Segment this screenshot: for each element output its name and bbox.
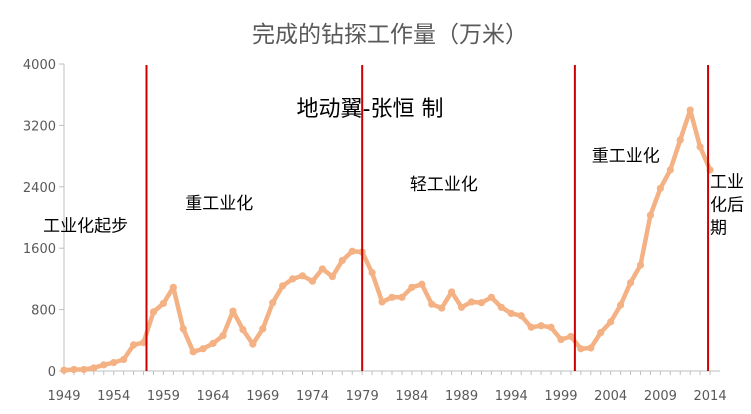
divider-layer <box>145 65 710 371</box>
data-point <box>636 261 645 269</box>
x-tick-label: 1964 <box>197 389 230 404</box>
x-tick-label: 2014 <box>694 389 727 404</box>
stage-annotation: 轻工业化 <box>410 175 478 195</box>
stage-annotation: 工业化起步 <box>43 216 128 236</box>
x-tick-label: 1969 <box>246 389 279 404</box>
data-point <box>497 303 505 311</box>
data-point <box>80 365 88 374</box>
data-point <box>110 358 118 367</box>
data-point <box>149 308 158 316</box>
data-point <box>249 340 257 348</box>
data-point <box>189 348 197 356</box>
data-point <box>567 332 575 341</box>
data-point <box>129 341 138 349</box>
data-point <box>617 301 625 309</box>
data-point <box>169 283 177 291</box>
data-point <box>646 211 655 219</box>
chart-title: 完成的钻探工作量（万米） <box>252 22 528 48</box>
data-points-layer <box>60 106 714 374</box>
data-point <box>408 283 416 291</box>
data-point <box>90 364 98 372</box>
data-point <box>597 329 605 337</box>
data-point <box>328 272 336 281</box>
data-point <box>656 184 664 192</box>
data-point <box>100 361 108 369</box>
y-tick-label: 1600 <box>23 242 56 257</box>
data-point <box>477 299 486 307</box>
stage-annotation: 工业化后期 <box>710 173 744 239</box>
stage-annotation: 重工业化 <box>592 146 660 166</box>
x-tick-label: 1979 <box>346 389 379 404</box>
data-point <box>179 325 187 333</box>
data-point <box>289 275 297 283</box>
stage-annotation: 重工业化 <box>185 194 253 214</box>
data-point <box>527 323 535 331</box>
data-point <box>259 325 267 333</box>
x-tick-label: 1989 <box>445 389 478 404</box>
data-point <box>209 339 217 347</box>
data-point <box>587 344 595 352</box>
data-point <box>537 322 545 330</box>
data-point <box>199 345 207 353</box>
data-point <box>428 300 436 308</box>
x-tick-label: 2004 <box>594 389 627 404</box>
data-point <box>686 106 694 114</box>
data-point <box>577 345 585 353</box>
data-point <box>696 143 704 151</box>
data-point <box>298 272 307 280</box>
data-point <box>269 299 277 307</box>
data-point <box>120 355 128 364</box>
data-point <box>557 335 565 344</box>
data-point <box>457 303 466 311</box>
y-tick-label: 4000 <box>23 58 56 73</box>
data-point <box>308 277 317 285</box>
y-tick-label: 2400 <box>23 181 56 196</box>
data-point <box>517 312 525 320</box>
data-point <box>438 304 446 312</box>
data-point <box>318 265 327 273</box>
data-point <box>666 166 674 174</box>
data-point <box>229 307 237 315</box>
x-tick-label: 1954 <box>97 389 130 404</box>
data-point <box>507 309 515 318</box>
x-tick-label: 2009 <box>644 389 677 404</box>
data-point <box>676 136 684 144</box>
data-point <box>487 293 495 301</box>
y-tick-label: 0 <box>48 365 56 380</box>
x-tick-label: 1999 <box>544 389 577 404</box>
x-tick-label: 1949 <box>47 389 80 404</box>
data-point <box>398 293 406 301</box>
data-point <box>219 332 227 340</box>
data-point <box>547 323 555 331</box>
x-tick-label: 1994 <box>495 389 528 404</box>
data-point <box>159 299 167 308</box>
data-point <box>348 247 356 255</box>
data-point <box>448 288 456 296</box>
x-axis: 1949 1954 1959 1964 1969 1974 1979 1984 1989 1994… <box>47 370 727 404</box>
y-tick-label: 3200 <box>23 119 56 134</box>
y-axis: 0 800 1600 2400 3200 4000 <box>23 58 65 380</box>
data-point <box>239 325 247 334</box>
data-point <box>70 365 78 374</box>
data-point <box>338 256 346 265</box>
data-point <box>388 293 396 301</box>
data-point <box>607 318 615 326</box>
data-point <box>467 298 476 306</box>
x-tick-label: 1984 <box>395 389 428 404</box>
data-point <box>139 339 148 347</box>
x-tick-label: 1974 <box>296 389 329 404</box>
data-point <box>418 280 426 288</box>
x-tick-label: 1959 <box>147 389 180 404</box>
y-tick-label: 800 <box>31 304 56 319</box>
data-point <box>378 298 386 306</box>
data-point <box>279 282 287 290</box>
credit-label: 地动翼-张恒 制 <box>297 97 444 122</box>
data-point <box>368 269 376 277</box>
data-point <box>60 366 68 374</box>
data-point <box>626 279 635 287</box>
